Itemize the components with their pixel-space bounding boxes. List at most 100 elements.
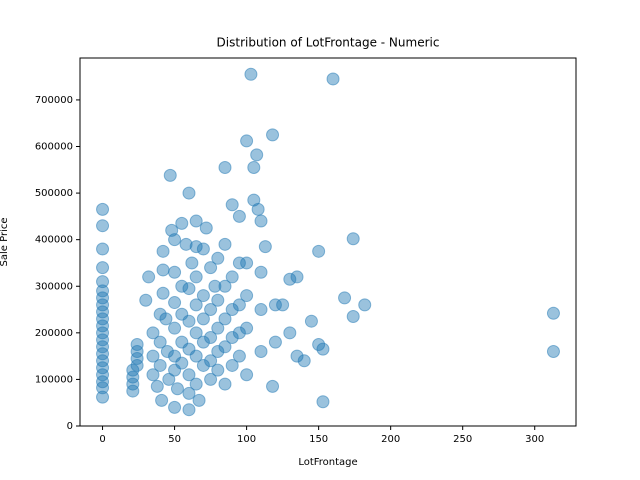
scatter-point — [204, 261, 218, 275]
scatter-point — [153, 335, 167, 349]
scatter-point — [254, 344, 268, 358]
scatter-point — [297, 354, 311, 368]
scatter-point — [196, 242, 210, 256]
scatter-point — [316, 395, 330, 409]
scatter-point — [126, 377, 140, 391]
scatter-point — [168, 265, 182, 279]
scatter-point — [225, 270, 239, 284]
x-tick-label: 100 — [237, 434, 256, 445]
scatter-point — [156, 263, 170, 277]
x-axis-label: LotFrontage — [298, 457, 357, 468]
scatter-point — [185, 256, 199, 270]
scatter-point — [268, 298, 282, 312]
scatter-point — [346, 310, 360, 324]
scatter-point — [96, 333, 110, 347]
x-tick-label: 300 — [525, 434, 544, 445]
scatter-point — [244, 67, 258, 81]
scatter-point — [232, 256, 246, 270]
scatter-point — [232, 349, 246, 363]
scatter-point — [130, 358, 144, 372]
y-tick-label: 100000 — [35, 374, 73, 385]
scatter-point — [189, 326, 203, 340]
scatter-point — [130, 351, 144, 365]
scatter-point — [204, 372, 218, 386]
scatter-point — [96, 368, 110, 382]
x-tick-label: 200 — [381, 434, 400, 445]
scatter-point — [179, 237, 193, 251]
y-tick-label: 700000 — [35, 95, 73, 106]
scatter-point — [204, 330, 218, 344]
scatter-point — [196, 358, 210, 372]
scatter-point — [182, 186, 196, 200]
scatter-point — [96, 312, 110, 326]
scatter-point — [168, 296, 182, 310]
scatter-point — [211, 344, 225, 358]
scatter-point — [96, 340, 110, 354]
scatter-point — [283, 272, 297, 286]
scatter-point — [268, 335, 282, 349]
scatter-point — [316, 342, 330, 356]
x-tick-label: 150 — [309, 434, 328, 445]
scatter-point — [211, 321, 225, 335]
scatter-point — [175, 216, 189, 230]
scatter-point — [254, 265, 268, 279]
scatter-point — [96, 319, 110, 333]
scatter-point — [96, 326, 110, 340]
scatter-point — [258, 240, 272, 254]
scatter-point — [160, 344, 174, 358]
scatter-point — [211, 363, 225, 377]
y-tick-label: 0 — [67, 421, 73, 432]
scatter-point — [266, 379, 280, 393]
scatter-point — [250, 148, 264, 162]
scatter-point — [312, 244, 326, 258]
scatter-point — [182, 314, 196, 328]
scatter-point — [225, 330, 239, 344]
scatter-point — [290, 349, 304, 363]
scatter-point — [196, 312, 210, 326]
y-tick-label: 200000 — [35, 328, 73, 339]
scatter-point — [326, 72, 340, 86]
y-tick-label: 600000 — [35, 142, 73, 153]
scatter-point — [126, 370, 140, 384]
scatter-point — [283, 326, 297, 340]
scatter-point — [251, 202, 265, 216]
x-tick-label: 250 — [453, 434, 472, 445]
scatter-point — [96, 242, 110, 256]
scatter-point — [189, 270, 203, 284]
scatter-point — [182, 368, 196, 382]
scatter-point — [211, 293, 225, 307]
scatter-point — [225, 198, 239, 212]
scatter-point — [218, 279, 232, 293]
scatter-point — [192, 393, 206, 407]
scatter-point — [358, 298, 372, 312]
scatter-point — [189, 298, 203, 312]
x-tick-label: 50 — [168, 434, 181, 445]
scatter-point — [146, 368, 160, 382]
scatter-point — [139, 293, 153, 307]
plot-area — [96, 67, 560, 417]
scatter-point — [130, 344, 144, 358]
scatter-point — [146, 326, 160, 340]
scatter-point — [96, 361, 110, 375]
scatter-point — [170, 382, 184, 396]
scatter-point — [240, 256, 254, 270]
scatter-point — [254, 214, 268, 228]
scatter-point — [199, 221, 213, 235]
scatter-point — [254, 303, 268, 317]
scatter-point — [189, 214, 203, 228]
scatter-point — [232, 326, 246, 340]
scatter-point — [240, 134, 254, 148]
scatter-point — [96, 202, 110, 216]
scatter-point — [96, 347, 110, 361]
scatter-point — [346, 232, 360, 246]
scatter-point — [96, 284, 110, 298]
x-tick-label: 0 — [99, 434, 105, 445]
scatter-point — [96, 275, 110, 289]
scatter-point — [175, 356, 189, 370]
scatter-point — [163, 168, 177, 182]
axes-frame — [79, 57, 577, 427]
scatter-point — [204, 303, 218, 317]
scatter-point — [290, 270, 304, 284]
scatter-point — [240, 368, 254, 382]
